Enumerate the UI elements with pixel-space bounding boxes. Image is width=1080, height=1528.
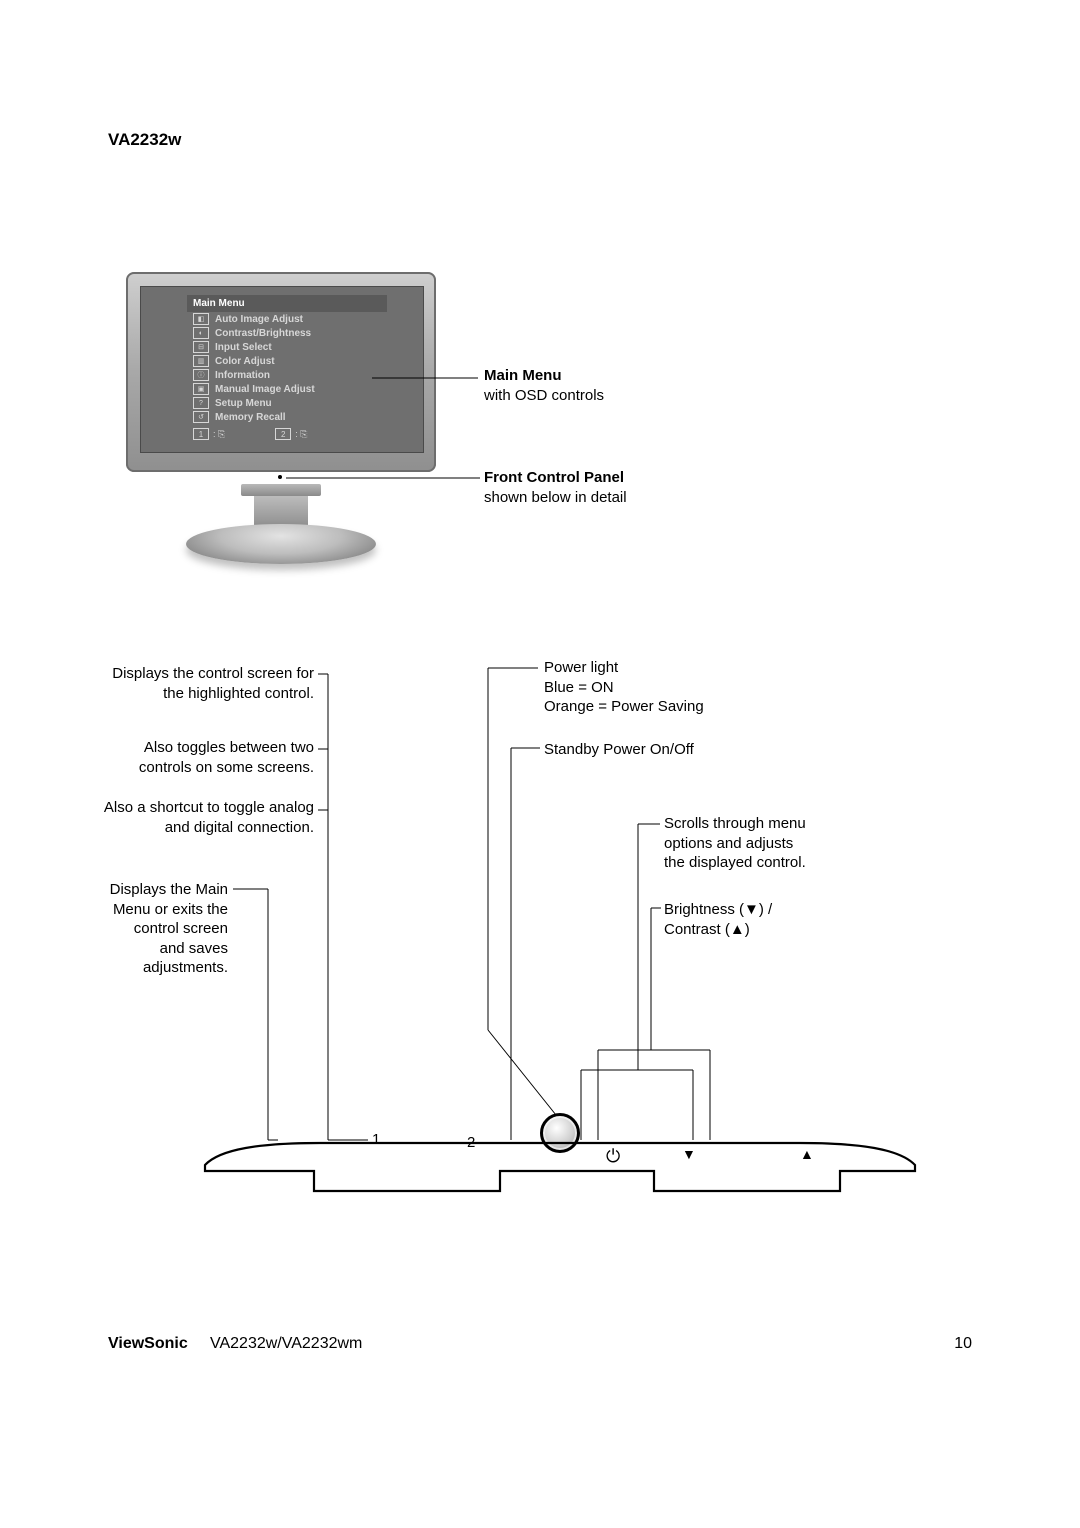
callout-power-light: Power light Blue = ON Orange = Power Sav…	[544, 658, 804, 717]
callout-left-4: Displays the Main Menu or exits the cont…	[98, 880, 228, 978]
callout-left-2: Also toggles between twocontrols on some…	[98, 738, 314, 777]
callout-brightness-contrast: Brightness (▼) / Contrast (▲)	[664, 900, 864, 939]
down-icon[interactable]: ▼	[682, 1146, 696, 1162]
callout-left-1: Displays the control screen forthe highl…	[98, 664, 314, 703]
footer-model: VA2232w/VA2232wm	[210, 1335, 362, 1352]
front-control-panel: 1 2 ⏻ ▼ ▲	[200, 1135, 920, 1195]
up-icon[interactable]: ▲	[800, 1146, 814, 1162]
footer-brand: ViewSonic	[108, 1335, 188, 1352]
callout-standby: Standby Power On/Off	[544, 740, 804, 760]
page-number: 10	[954, 1335, 972, 1353]
callout-left-3: Also a shortcut to toggle analogand digi…	[88, 798, 314, 837]
power-icon[interactable]: ⏻	[606, 1146, 620, 1167]
panel-button-1[interactable]: 1	[372, 1131, 380, 1148]
panel-outline	[200, 1135, 920, 1195]
panel-button-2[interactable]: 2	[467, 1134, 475, 1151]
page-footer: ViewSonic VA2232w/VA2232wm 10	[108, 1335, 972, 1353]
callout-scrolls: Scrolls through menu options and adjusts…	[664, 814, 864, 873]
